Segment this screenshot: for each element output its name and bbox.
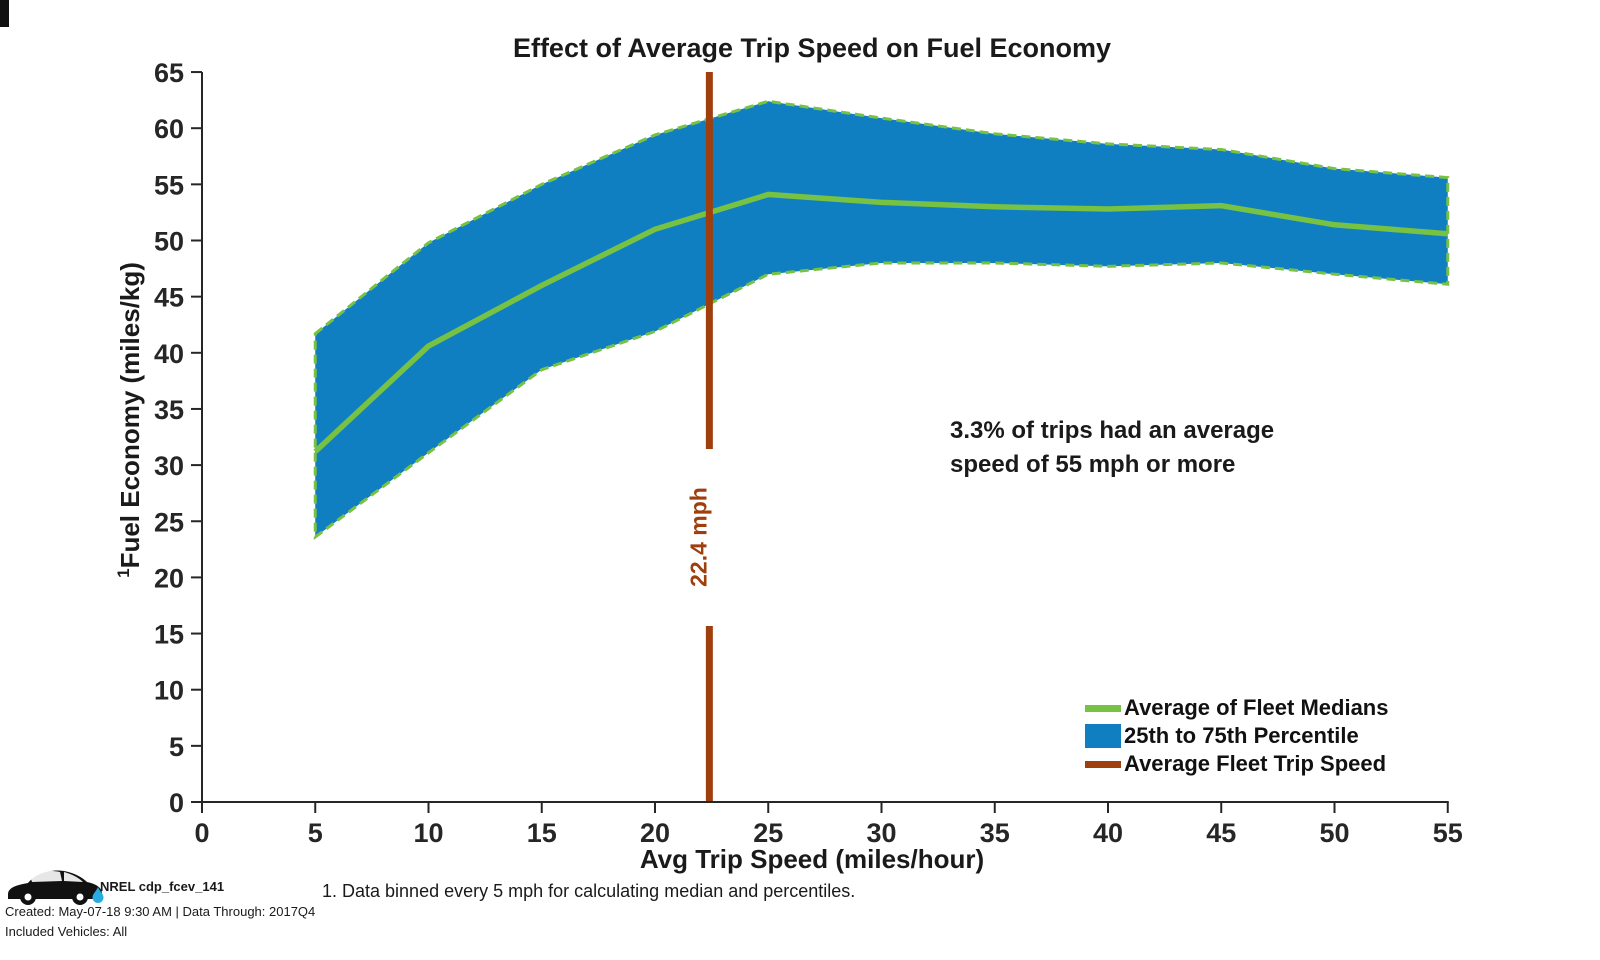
median-line bbox=[313, 191, 1448, 454]
logo-label: NREL cdp_fcev_141 bbox=[100, 879, 225, 894]
chart-title: Effect of Average Trip Speed on Fuel Eco… bbox=[512, 33, 1112, 63]
x-tick-label: 5 bbox=[308, 818, 323, 848]
legend-label-percentile: 25th to 75th Percentile bbox=[1124, 723, 1359, 748]
y-tick-label: 30 bbox=[154, 451, 184, 481]
x-tick-label: 15 bbox=[527, 818, 557, 848]
annotation-line2: speed of 55 mph or more bbox=[950, 451, 1236, 478]
x-tick-label: 55 bbox=[1433, 818, 1463, 848]
y-tick-label: 5 bbox=[169, 732, 184, 762]
annotation-text: 3.3% of trips had an average speed of 55… bbox=[950, 414, 1274, 482]
y-tick-label: 20 bbox=[154, 563, 184, 593]
y-tick-label: 40 bbox=[154, 339, 184, 369]
y-axis-label-text: Fuel Economy (miles/kg) bbox=[114, 262, 145, 569]
car-icon bbox=[8, 870, 104, 905]
x-tick-label: 0 bbox=[194, 818, 209, 848]
x-tick-label: 50 bbox=[1319, 818, 1349, 848]
annotation-line1: 3.3% of trips had an average bbox=[950, 417, 1275, 444]
y-tick-label: 35 bbox=[154, 395, 184, 425]
legend-row-avg-speed: Average Fleet Trip Speed bbox=[1085, 750, 1388, 778]
footnote: 1. Data binned every 5 mph for calculati… bbox=[322, 881, 856, 901]
y-tick-label: 45 bbox=[154, 283, 184, 313]
avg-speed-line-label: 22.4 mph bbox=[685, 487, 712, 587]
legend-label-medians: Average of Fleet Medians bbox=[1124, 695, 1389, 720]
y-tick-label: 25 bbox=[154, 507, 184, 537]
x-tick-label: 45 bbox=[1206, 818, 1236, 848]
legend: Average of Fleet Medians 25th to 75th Pe… bbox=[1085, 694, 1388, 778]
footer-included-line: Included Vehicles: All bbox=[5, 924, 128, 939]
screen-corner-artifact bbox=[0, 0, 9, 27]
percentile-band bbox=[313, 99, 1450, 540]
x-tick-label: 10 bbox=[413, 818, 443, 848]
x-tick-label: 20 bbox=[640, 818, 670, 848]
x-tick-label: 25 bbox=[753, 818, 783, 848]
legend-row-medians: Average of Fleet Medians bbox=[1085, 694, 1388, 722]
avg-speed-line-swatch-icon bbox=[1085, 760, 1121, 768]
y-tick-label: 55 bbox=[154, 170, 184, 200]
legend-label-avg-speed: Average Fleet Trip Speed bbox=[1124, 751, 1387, 776]
y-tick-label: 50 bbox=[154, 227, 184, 257]
percentile-band-swatch-icon bbox=[1085, 724, 1121, 748]
x-tick-label: 35 bbox=[980, 818, 1010, 848]
y-tick-label: 15 bbox=[154, 620, 184, 650]
y-axis-label-superscript: 1 bbox=[114, 568, 134, 578]
x-tick-label: 40 bbox=[1093, 818, 1123, 848]
y-tick-label: 10 bbox=[154, 676, 184, 706]
y-axis-label: 1Fuel Economy (miles/kg) bbox=[114, 262, 146, 578]
median-line-swatch-icon bbox=[1085, 704, 1121, 712]
x-axis-label: Avg Trip Speed (miles/hour) bbox=[639, 844, 985, 874]
y-tick-label: 65 bbox=[154, 58, 184, 88]
x-tick-label: 30 bbox=[866, 818, 896, 848]
y-tick-label: 60 bbox=[154, 114, 184, 144]
y-tick-label: 0 bbox=[169, 788, 184, 818]
footer-created-line: Created: May-07-18 9:30 AM | Data Throug… bbox=[5, 904, 316, 919]
legend-row-percentile: 25th to 75th Percentile bbox=[1085, 722, 1388, 750]
